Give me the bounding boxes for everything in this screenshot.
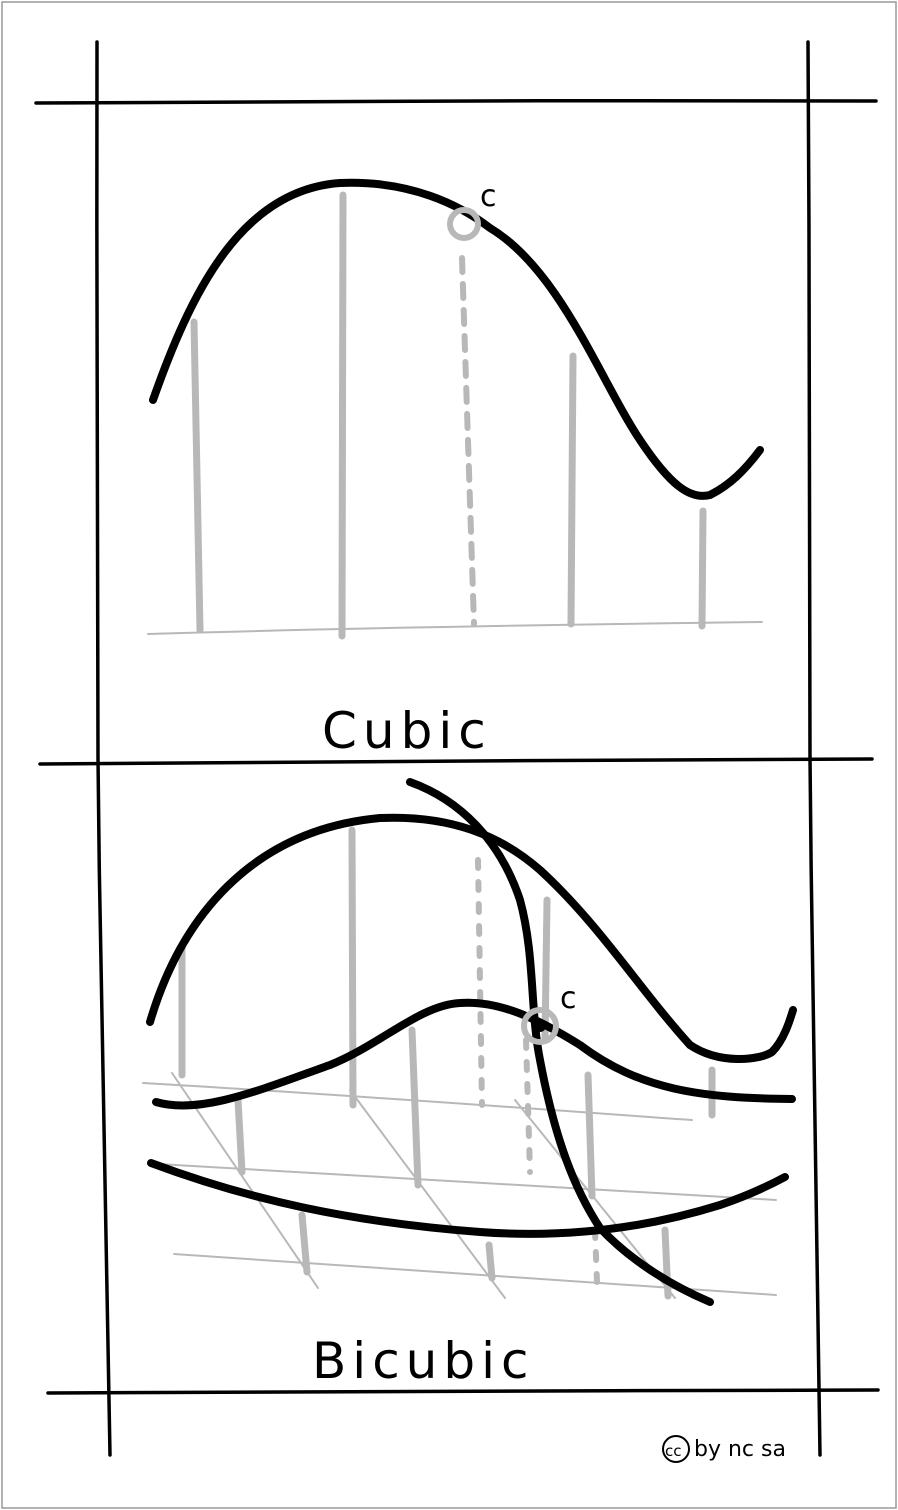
- cubic-title: Cubic: [322, 702, 492, 760]
- cubic-point-label: c: [480, 179, 497, 214]
- bicubic-title: Bicubic: [312, 1332, 535, 1390]
- bicubic-curves: [150, 782, 793, 1302]
- license-text: by nc sa: [694, 1437, 786, 1462]
- bicubic-point-label: c: [560, 981, 577, 1016]
- cubic-dashed-stem: [462, 258, 474, 624]
- bicubic-cross-curve: [410, 782, 710, 1302]
- cubic-panel: c Cubic: [148, 179, 762, 760]
- cubic-stem-1: [194, 322, 200, 630]
- bicubic-front-curve: [151, 1163, 785, 1234]
- cubic-stem-2: [342, 195, 343, 636]
- bicubic-point-fill: [534, 1020, 546, 1032]
- license-mark: cc by nc sa: [663, 1436, 786, 1462]
- bicubic-back-curve: [150, 818, 793, 1059]
- cubic-curve: [153, 183, 760, 496]
- bicubic-middle-curve: [156, 1003, 792, 1106]
- cubic-stem-3: [571, 356, 573, 624]
- cubic-stem-4: [702, 511, 703, 626]
- cc-symbol: cc: [665, 1442, 682, 1460]
- bicubic-panel: c Bicubic: [143, 782, 793, 1390]
- cubic-baseline: [148, 622, 762, 634]
